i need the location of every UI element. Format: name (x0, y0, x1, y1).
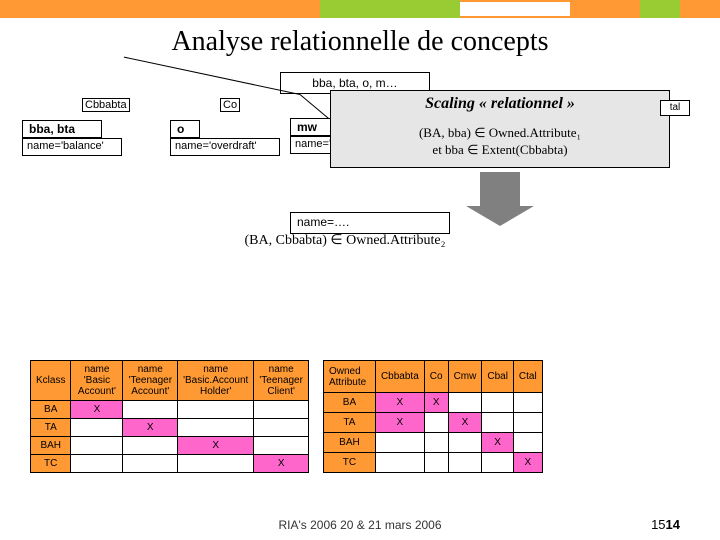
row-label: BA (323, 393, 375, 413)
owned-corner: Owned Attribute (323, 361, 375, 393)
kclass-table: Kclass name 'Basic Account' name 'Teenag… (30, 360, 309, 473)
cell (71, 455, 123, 473)
owned-attribute-table: Owned Attribute Cbbabta Co Cmw Cbal Ctal… (323, 360, 543, 473)
connector-line (124, 57, 300, 95)
scaling-title: Scaling « relationnel » (331, 95, 669, 113)
cell: X (513, 453, 542, 473)
cell (513, 413, 542, 433)
kclass-col-header: name 'Basic.Account Holder' (178, 361, 254, 401)
concept-header: bba, bta (22, 120, 102, 138)
row-label: TA (323, 413, 375, 433)
row-label: BAH (31, 437, 71, 455)
cell (254, 419, 309, 437)
scaling-line2: et bba ∈ Extent(Cbbabta) (432, 142, 567, 157)
cell (71, 437, 123, 455)
cell (482, 453, 514, 473)
cell: X (482, 433, 514, 453)
table-row: TC X (323, 453, 542, 473)
page-number: 1514 (651, 517, 680, 532)
cell (448, 453, 482, 473)
row-label: BAH (323, 433, 375, 453)
down-arrow-icon (480, 172, 520, 208)
cell (71, 419, 123, 437)
kclass-col-header: name 'Teenager Account' (123, 361, 178, 401)
band-segment (680, 0, 720, 18)
cell (424, 433, 448, 453)
cell (123, 401, 178, 419)
cell (178, 401, 254, 419)
table-row: TC X (31, 455, 309, 473)
relation-text: (BA, Cbbabta) ∈ Owned.Attribute₂ (130, 232, 560, 249)
page-title: Analyse relationnelle de concepts (0, 26, 720, 58)
cell: X (448, 413, 482, 433)
scaling-line1: (BA, bba) ∈ Owned.Attribute₁ (419, 125, 581, 140)
scaling-text: (BA, bba) ∈ Owned.Attribute₁ et bba ∈ Ex… (331, 125, 669, 159)
owned-col-header: Cbal (482, 361, 514, 393)
cell: X (375, 393, 424, 413)
owned-col-header: Cbbabta (375, 361, 424, 393)
cell (178, 419, 254, 437)
row-label: TC (323, 453, 375, 473)
cell (424, 413, 448, 433)
concept-diagram: bba, bta, o, m… Cbbabta bba, bta name='b… (40, 72, 680, 262)
tal-label-box: tal (660, 100, 690, 116)
band-segment (0, 0, 320, 18)
concept-attr-row: name='overdraft' (170, 138, 280, 156)
cell: X (254, 455, 309, 473)
owned-col-header: Ctal (513, 361, 542, 393)
cell: X (123, 419, 178, 437)
table-row: BAH X (31, 437, 309, 455)
page-b: 14 (666, 517, 680, 532)
cell (123, 437, 178, 455)
cell: X (375, 413, 424, 433)
top-decoration-band (0, 0, 720, 18)
band-segment (570, 0, 640, 18)
kclass-corner: Kclass (31, 361, 71, 401)
cell (254, 401, 309, 419)
row-label: BA (31, 401, 71, 419)
page-a: 15 (651, 517, 665, 532)
cell (448, 393, 482, 413)
band-segment (640, 0, 680, 18)
name-ellipsis-box: name=…. (290, 212, 450, 234)
cell (513, 433, 542, 453)
cell: X (424, 393, 448, 413)
row-label: TC (31, 455, 71, 473)
cell: X (178, 437, 254, 455)
cell (123, 455, 178, 473)
concept-header: o (170, 120, 200, 138)
cell: X (71, 401, 123, 419)
owned-col-header: Cmw (448, 361, 482, 393)
cell (482, 393, 514, 413)
cell (375, 433, 424, 453)
kclass-col-header: name 'Basic Account' (71, 361, 123, 401)
table-row: TA X X (323, 413, 542, 433)
owned-col-header: Co (424, 361, 448, 393)
footer-text: RIA's 2006 20 & 21 mars 2006 (0, 518, 720, 532)
band-segment (460, 0, 570, 18)
cell (482, 413, 514, 433)
table-row: TA X (31, 419, 309, 437)
concept-label: Co (220, 98, 240, 112)
cell (424, 453, 448, 473)
table-row: BAH X (323, 433, 542, 453)
cell (254, 437, 309, 455)
cell (375, 453, 424, 473)
concept-attr-row: name='balance' (22, 138, 122, 156)
row-label: TA (31, 419, 71, 437)
table-row: BA X (31, 401, 309, 419)
kclass-col-header: name 'Teenager Client' (254, 361, 309, 401)
band-segment (320, 0, 460, 18)
cell (448, 433, 482, 453)
cell (178, 455, 254, 473)
scaling-panel: Scaling « relationnel » (BA, bba) ∈ Owne… (330, 90, 670, 168)
concept-label: Cbbabta (82, 98, 130, 112)
cell (513, 393, 542, 413)
table-row: BA X X (323, 393, 542, 413)
tables-area: Kclass name 'Basic Account' name 'Teenag… (30, 360, 690, 473)
